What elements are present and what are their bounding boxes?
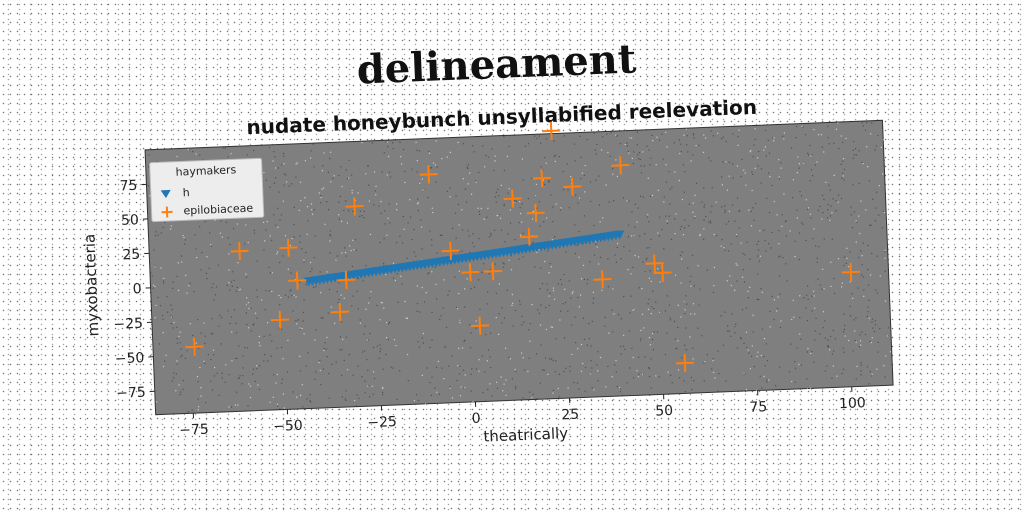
- data-point-epilobiaceae: [483, 262, 502, 281]
- data-point-epilobiaceae: [419, 165, 438, 184]
- data-point-epilobiaceae: [345, 197, 364, 216]
- y-tick-label: 25: [122, 247, 140, 264]
- axes: −75 −50 −25 0 25 50 75 100 −75 −50 −25 0 25 50 75 the…: [80, 119, 894, 446]
- data-point-epilobiaceae: [611, 156, 630, 175]
- data-point-epilobiaceae: [185, 337, 204, 356]
- y-tick-label: 50: [121, 212, 139, 229]
- data-point-epilobiaceae: [532, 169, 551, 188]
- legend-box: [149, 157, 265, 223]
- y-axis-label: myxobacteria: [80, 234, 102, 337]
- x-tick-label: −25: [367, 414, 397, 431]
- y-tick-label: −75: [116, 385, 146, 402]
- x-tick-label: 50: [655, 403, 673, 420]
- data-point-epilobiaceae: [593, 270, 612, 289]
- data-point-epilobiaceae: [653, 263, 672, 282]
- legend-label-h: h: [183, 186, 191, 199]
- y-axis-ticks: −75 −50 −25 0 25 50 75: [113, 178, 155, 402]
- x-tick-label: 25: [561, 407, 579, 424]
- x-tick-label: 0: [471, 411, 481, 427]
- x-tick-label: −75: [179, 422, 209, 439]
- y-tick-label: −50: [115, 350, 145, 367]
- data-point-epilobiaceae: [288, 271, 307, 290]
- data-point-epilobiaceae: [270, 310, 290, 329]
- y-tick-label: 75: [119, 178, 137, 195]
- data-point-epilobiaceae: [470, 316, 489, 335]
- legend-label-epilobiaceae: epilobiaceae: [183, 202, 253, 218]
- data-point-epilobiaceae: [520, 227, 539, 246]
- data-point-epilobiaceae: [461, 263, 480, 282]
- chart-marks: [185, 121, 860, 373]
- x-tick-label: −50: [273, 418, 303, 435]
- data-point-epilobiaceae: [841, 263, 860, 282]
- figure-title: delineament: [356, 35, 638, 93]
- data-point-epilobiaceae: [441, 241, 460, 260]
- legend-marker-epilobiaceae: [161, 206, 173, 218]
- data-point-epilobiaceae: [542, 121, 561, 140]
- legend-marker-h: [160, 189, 171, 199]
- data-point-h: [614, 230, 625, 240]
- data-point-epilobiaceae: [230, 242, 249, 261]
- x-tick-label: 75: [749, 399, 767, 416]
- data-point-epilobiaceae: [330, 302, 349, 322]
- data-point-epilobiaceae: [526, 203, 545, 222]
- x-axis-ticks: −75 −50 −25 0 25 50 75 100: [179, 386, 866, 439]
- legend: haymakers h epilobiaceae: [149, 157, 265, 223]
- data-point-epilobiaceae: [279, 238, 298, 257]
- data-point-epilobiaceae: [503, 189, 522, 208]
- data-point-epilobiaceae: [337, 270, 356, 289]
- data-point-epilobiaceae: [645, 254, 664, 273]
- x-axis-label: theatrically: [483, 424, 568, 445]
- data-point-epilobiaceae: [675, 354, 694, 373]
- plot-area: [144, 119, 894, 416]
- legend-title: haymakers: [175, 163, 236, 178]
- y-tick-label: 0: [132, 281, 142, 297]
- y-tick-label: −25: [113, 316, 143, 333]
- x-tick-label: 100: [839, 395, 866, 412]
- data-point-epilobiaceae: [563, 177, 582, 196]
